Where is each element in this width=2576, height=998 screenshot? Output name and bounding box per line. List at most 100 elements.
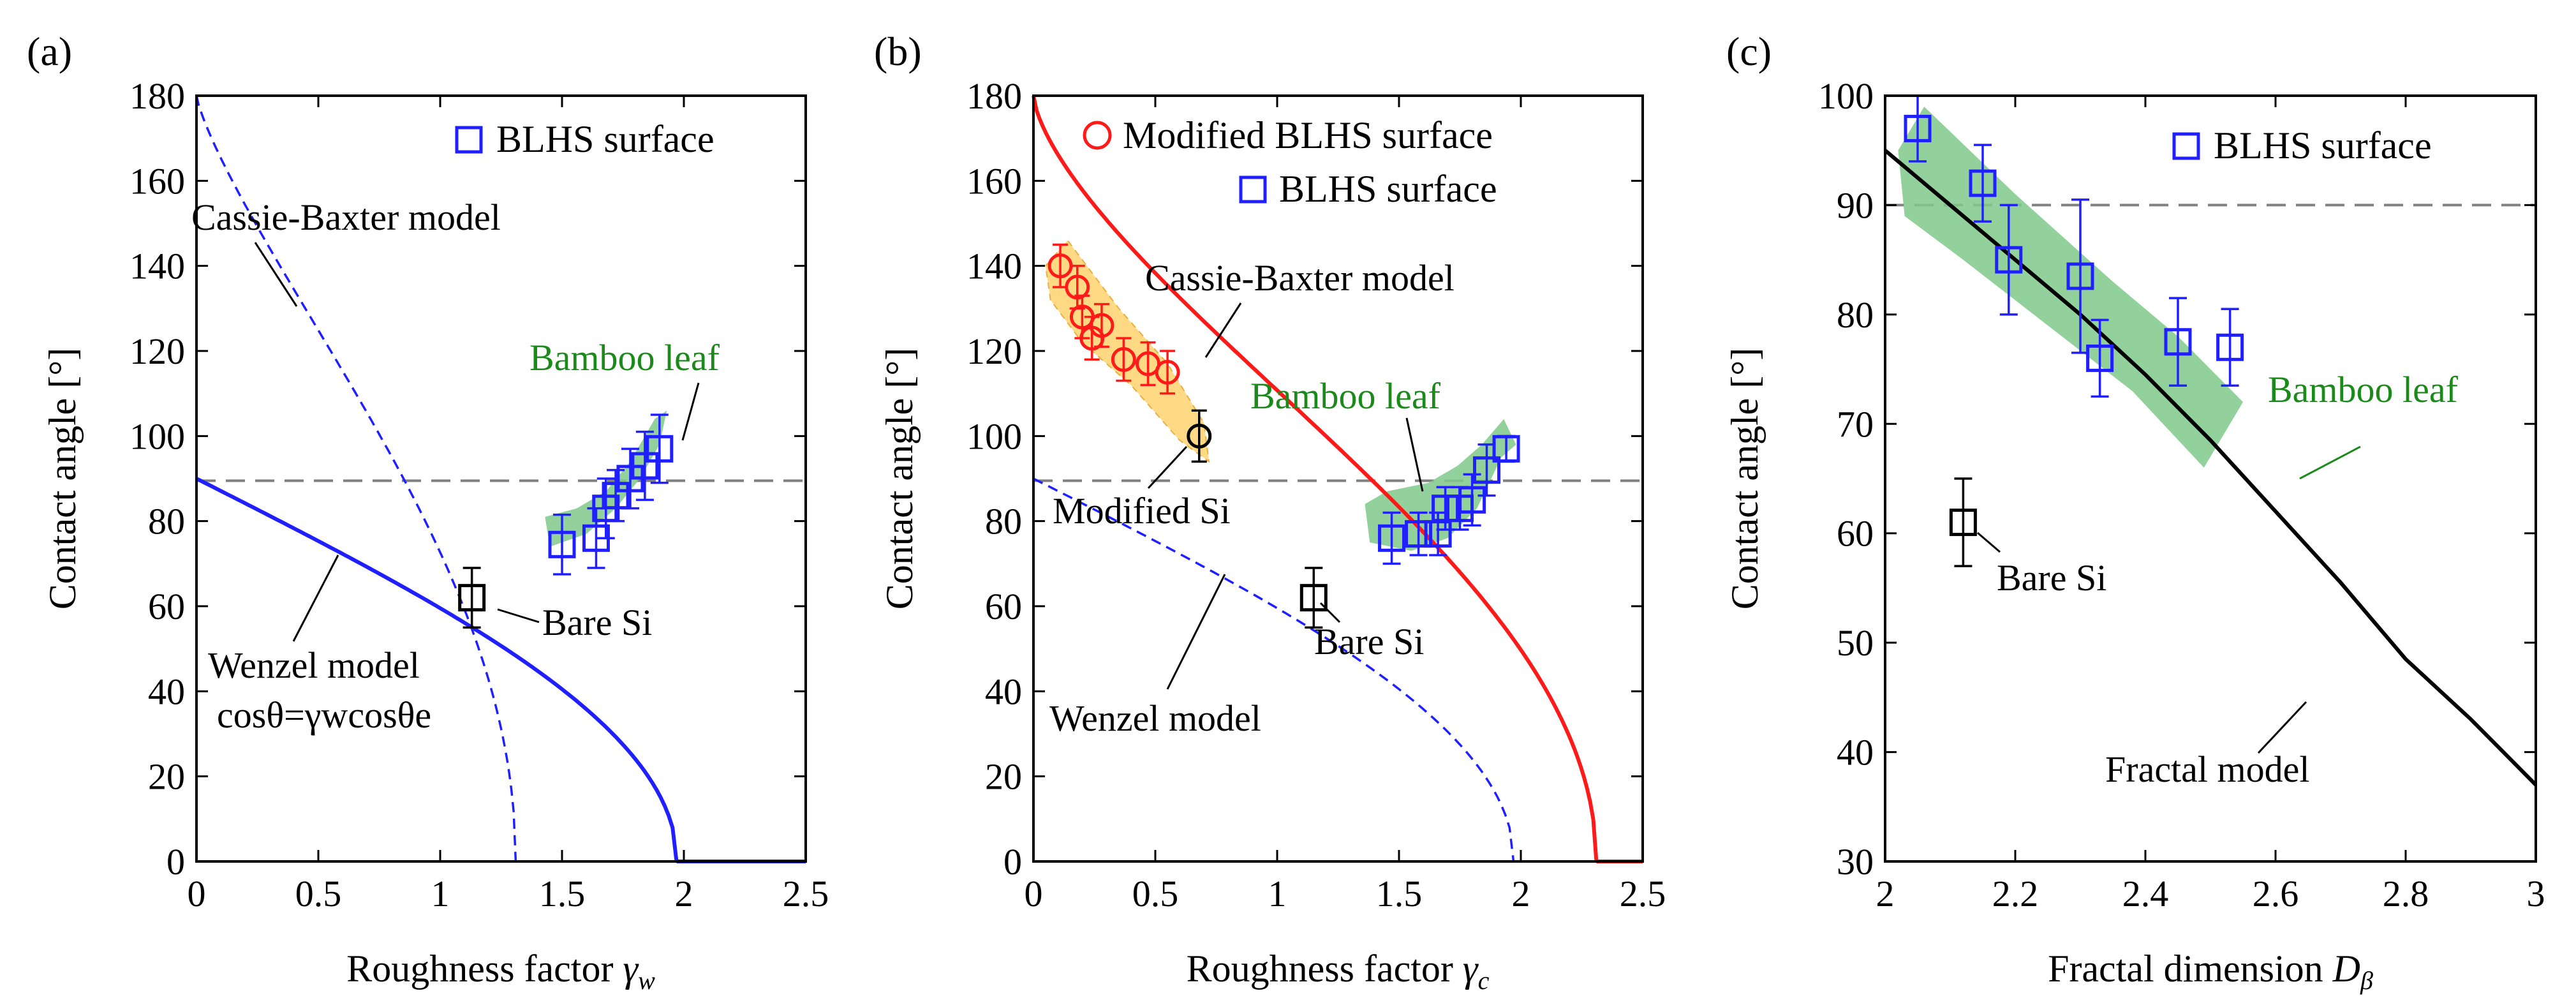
x-tick-label: 3 xyxy=(2527,873,2545,914)
cassie-curve xyxy=(195,95,517,862)
annot-bamboo-b: Bamboo leaf xyxy=(1250,375,1441,417)
panel-label-b: (b) xyxy=(874,29,922,74)
y-tick-label: 180 xyxy=(130,75,185,117)
y-tick-label: 20 xyxy=(985,756,1022,798)
square-marker xyxy=(2066,262,2094,290)
y-axis-label-a: Contact angle [°] xyxy=(41,348,84,610)
circle-marker xyxy=(1089,313,1114,338)
x-tick-label: 0.5 xyxy=(295,873,342,914)
square-marker xyxy=(1949,509,1977,537)
y-tick-label: 30 xyxy=(1837,841,1874,883)
legend-label-blhs-a: BLHS surface xyxy=(496,118,714,160)
y-tick-label: 70 xyxy=(1837,403,1874,445)
y-tick-label: 60 xyxy=(985,586,1022,627)
annot-bare-si-b: Bare Si xyxy=(1314,621,1424,662)
y-axis-label-c: Contact angle [°] xyxy=(1724,348,1766,610)
cassie-curve xyxy=(1032,95,1599,862)
annot-cassie-b: Cassie-Baxter model xyxy=(1145,257,1455,299)
legend-marker-blhs-c xyxy=(2172,132,2200,160)
x-ticks-c: 2 2.2 2.4 2.6 2.8 3 xyxy=(1876,96,2545,914)
legend-label-blhs-b: BLHS surface xyxy=(1279,168,1497,210)
square-marker xyxy=(458,584,486,612)
model-curves-b xyxy=(1032,95,1643,863)
annot-cassie-a: Cassie-Baxter model xyxy=(191,197,501,238)
y-tick-label: 40 xyxy=(148,671,185,712)
x-tick-label: 1 xyxy=(1268,873,1287,914)
x-tick-label: 0.5 xyxy=(1132,873,1179,914)
y-tick-label: 100 xyxy=(966,415,1022,457)
data-points-b xyxy=(1047,243,1520,629)
annot-bare-si-c: Bare Si xyxy=(1997,557,2106,599)
x-tick-label: 1.5 xyxy=(539,873,586,914)
leader-fractal-c xyxy=(2257,701,2307,754)
y-tick-label: 140 xyxy=(966,246,1022,287)
y-tick-label: 60 xyxy=(1837,513,1874,555)
circle-marker xyxy=(1155,359,1180,385)
leader-bamboo-c xyxy=(2299,445,2361,480)
y-tick-label: 160 xyxy=(130,160,185,202)
annot-bare-si-a: Bare Si xyxy=(542,602,652,643)
legend-marker-blhs-b xyxy=(1239,175,1267,204)
y-tick-label: 0 xyxy=(1003,841,1022,883)
square-marker xyxy=(1473,456,1501,484)
leader-bare-si-b xyxy=(1319,602,1341,623)
y-tick-label: 120 xyxy=(966,331,1022,372)
y-tick-label: 60 xyxy=(148,586,185,627)
y-tick-label: 180 xyxy=(966,75,1022,117)
leader-bamboo-a xyxy=(681,382,700,441)
annot-fractal-c: Fractal model xyxy=(2105,748,2310,790)
square-marker xyxy=(1492,435,1520,463)
y-axis-label-b: Contact angle [°] xyxy=(878,348,921,610)
wenzel-curve xyxy=(1033,477,1515,862)
y-tick-label: 100 xyxy=(130,415,185,457)
x-axis-label-c: Fractal dimension Dβ xyxy=(2048,948,2373,995)
y-tick-label: 40 xyxy=(1837,732,1874,773)
square-marker xyxy=(1995,246,2023,274)
y-tick-label: 140 xyxy=(130,246,185,287)
leader-cassie-b xyxy=(1204,302,1242,358)
y-tick-label: 40 xyxy=(985,671,1022,712)
circle-marker xyxy=(1111,346,1136,372)
square-marker xyxy=(1458,486,1486,514)
square-marker xyxy=(2164,328,2192,356)
y-tick-label: 0 xyxy=(167,841,185,883)
data-points-a xyxy=(458,413,674,629)
y-tick-label: 160 xyxy=(966,160,1022,202)
annot-wenzel-a: Wenzel model xyxy=(208,644,420,686)
x-tick-label: 2.6 xyxy=(2253,873,2299,914)
leader-bare-si-a xyxy=(497,608,540,623)
x-tick-label: 2.4 xyxy=(2122,873,2169,914)
fractal-curve xyxy=(1884,149,2538,787)
square-marker xyxy=(646,435,674,463)
bamboo-band xyxy=(1365,419,1516,551)
x-axis-label-b: Roughness factor γc xyxy=(1187,948,1490,995)
x-tick-label: 1.5 xyxy=(1376,873,1423,914)
plot-frame-b xyxy=(1032,94,1644,863)
x-tick-label: 2 xyxy=(675,873,693,914)
y-tick-label: 120 xyxy=(130,331,185,372)
x-tick-label: 2 xyxy=(1512,873,1530,914)
wenzel-curve xyxy=(195,477,679,862)
y-tick-label: 80 xyxy=(985,501,1022,542)
square-marker xyxy=(1969,169,1997,197)
annot-bamboo-c: Bamboo leaf xyxy=(2268,369,2459,410)
square-marker xyxy=(631,452,659,480)
x-tick-label: 2.5 xyxy=(1620,873,1666,914)
leader-bare-si-c xyxy=(1977,532,2001,553)
bamboo-band-a xyxy=(545,410,667,547)
legend-marker-blhs-a xyxy=(455,126,483,154)
leader-cassie-a xyxy=(254,242,298,307)
model-curves-c xyxy=(1884,149,2538,787)
plot-frame-a xyxy=(195,94,807,863)
leader-wenzel-b xyxy=(1166,574,1226,690)
y-ticks-c: 30 40 50 60 70 80 90 100 xyxy=(1818,75,2536,883)
square-marker xyxy=(602,482,630,510)
bamboo-band xyxy=(545,410,667,547)
panel-c: (c) 2 2.2 2.4 2.6 2.8 3 30 40 50 60 70 80 90 100 Fra… xyxy=(1724,29,2545,995)
leader-wenzel-a xyxy=(292,555,339,642)
legend-marker-modified-b xyxy=(1083,121,1112,150)
panel-b: (b) 0 0.5 1 1.5 2 2.5 0 20 40 60 80 100 120 140 160 18… xyxy=(874,29,1666,995)
y-ticks-a: 0 20 40 60 80 100 120 140 160 180 xyxy=(130,75,806,883)
square-marker xyxy=(1405,520,1433,548)
